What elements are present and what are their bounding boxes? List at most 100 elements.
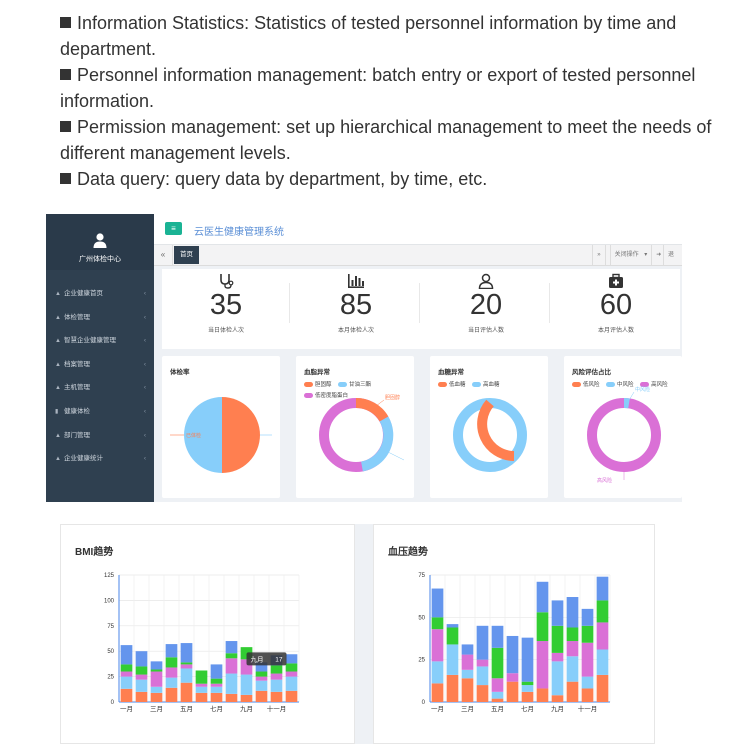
bar-segment[interactable]	[120, 645, 133, 665]
legend-item[interactable]: 高血糖	[472, 380, 500, 391]
bar-segment[interactable]	[225, 653, 238, 659]
bar-segment[interactable]	[270, 691, 283, 702]
bar-segment[interactable]	[491, 678, 504, 692]
bar-segment[interactable]	[551, 661, 564, 696]
legend-item[interactable]: 甘油三酯	[338, 380, 371, 391]
sidebar-item-smart-health[interactable]: ▲ 智慧企业健康管理 ‹	[46, 329, 154, 353]
bar-segment[interactable]	[446, 644, 459, 675]
bar-segment[interactable]	[240, 674, 253, 695]
bar-segment[interactable]	[566, 641, 579, 657]
bar-segment[interactable]	[536, 641, 549, 689]
bar-segment[interactable]	[165, 667, 178, 678]
sidebar-item-host[interactable]: ▲ 主机管理 ‹	[46, 376, 154, 400]
bar-segment[interactable]	[210, 692, 223, 702]
sidebar-item-department[interactable]: ▲ 部门管理 ‹	[46, 424, 154, 448]
bar-segment[interactable]	[596, 576, 609, 601]
bar-segment[interactable]	[195, 686, 208, 693]
bar-segment[interactable]	[195, 683, 208, 687]
bar-segment[interactable]	[120, 671, 133, 677]
bar-segment[interactable]	[180, 662, 193, 665]
legend-item[interactable]: 低风险	[572, 380, 600, 391]
sidebar-item-statistics[interactable]: ▲ 企业健康统计 ‹	[46, 447, 154, 471]
bar-segment[interactable]	[431, 617, 444, 630]
tab-home[interactable]: 首页	[174, 246, 199, 264]
bar-segment[interactable]	[521, 691, 534, 702]
bar-segment[interactable]	[491, 647, 504, 679]
bar-segment[interactable]	[431, 588, 444, 618]
legend-item[interactable]: 高风险	[640, 380, 668, 391]
pie-slice-done[interactable]	[222, 397, 260, 473]
bar-segment[interactable]	[476, 659, 489, 667]
bar-segment[interactable]	[180, 664, 193, 669]
donut-segment[interactable]	[360, 416, 394, 472]
bar-segment[interactable]	[255, 680, 268, 691]
bar-segment[interactable]	[285, 671, 298, 677]
bar-segment[interactable]	[551, 600, 564, 626]
bar-segment[interactable]	[446, 627, 459, 645]
bar-segment[interactable]	[506, 681, 519, 702]
bar-segment[interactable]	[596, 600, 609, 623]
bar-segment[interactable]	[255, 690, 268, 702]
bar-segment[interactable]	[461, 644, 474, 655]
bar-segment[interactable]	[225, 673, 238, 694]
bar-segment[interactable]	[551, 625, 564, 653]
bar-segment[interactable]	[270, 679, 283, 692]
bar-segment[interactable]	[225, 658, 238, 674]
bar-segment[interactable]	[210, 664, 223, 679]
legend-item[interactable]: 胆固醇	[304, 380, 332, 391]
bar-segment[interactable]	[240, 647, 253, 660]
bar-segment[interactable]	[581, 608, 594, 626]
bar-segment[interactable]	[566, 681, 579, 702]
bar-segment[interactable]	[210, 683, 223, 687]
bar-segment[interactable]	[461, 678, 474, 702]
legend-item[interactable]: 中风险	[606, 380, 634, 391]
bar-segment[interactable]	[596, 649, 609, 675]
bar-segment[interactable]	[135, 674, 148, 680]
bar-segment[interactable]	[476, 666, 489, 686]
bar-segment[interactable]	[491, 698, 504, 702]
bar-segment[interactable]	[446, 624, 459, 628]
bar-segment[interactable]	[566, 656, 579, 682]
bar-segment[interactable]	[150, 671, 163, 687]
bar-segment[interactable]	[165, 677, 178, 688]
bar-segment[interactable]	[150, 692, 163, 702]
bar-segment[interactable]	[210, 686, 223, 693]
bar-segment[interactable]	[180, 643, 193, 663]
sidebar-item-archive[interactable]: ▲ 档案管理 ‹	[46, 353, 154, 377]
menu-toggle-button[interactable]: ≡	[165, 222, 182, 235]
bar-segment[interactable]	[476, 685, 489, 702]
donut-segment[interactable]	[355, 397, 389, 422]
bar-segment[interactable]	[446, 674, 459, 702]
bar-segment[interactable]	[506, 673, 519, 682]
bar-segment[interactable]	[240, 659, 253, 675]
bar-segment[interactable]	[551, 695, 564, 702]
bar-segment[interactable]	[225, 693, 238, 702]
bar-segment[interactable]	[581, 676, 594, 689]
sidebar-item-checkup[interactable]: ▲ 体检管理 ‹	[46, 306, 154, 330]
bar-segment[interactable]	[120, 688, 133, 702]
tab-forward-icon[interactable]: »	[592, 245, 604, 265]
sidebar-item-home[interactable]: ▲ 企业健康首页 ‹	[46, 282, 154, 306]
bar-segment[interactable]	[596, 622, 609, 650]
bar-segment[interactable]	[285, 676, 298, 691]
bar-segment[interactable]	[135, 651, 148, 667]
bar-segment[interactable]	[165, 687, 178, 702]
bar-segment[interactable]	[285, 654, 298, 664]
bar-segment[interactable]	[431, 683, 444, 702]
bar-segment[interactable]	[536, 612, 549, 642]
bar-segment[interactable]	[210, 678, 223, 684]
bar-segment[interactable]	[285, 690, 298, 702]
bar-segment[interactable]	[536, 688, 549, 702]
bar-segment[interactable]	[581, 625, 594, 643]
bar-segment[interactable]	[255, 662, 268, 672]
bar-segment[interactable]	[150, 686, 163, 693]
bar-segment[interactable]	[120, 676, 133, 689]
bar-segment[interactable]	[135, 679, 148, 692]
bar-segment[interactable]	[180, 682, 193, 702]
bar-segment[interactable]	[551, 652, 564, 662]
legend-item[interactable]: 低血糖	[438, 380, 466, 391]
bar-segment[interactable]	[240, 694, 253, 702]
bar-segment[interactable]	[506, 635, 519, 674]
bar-segment[interactable]	[165, 644, 178, 658]
bar-segment[interactable]	[270, 673, 283, 680]
